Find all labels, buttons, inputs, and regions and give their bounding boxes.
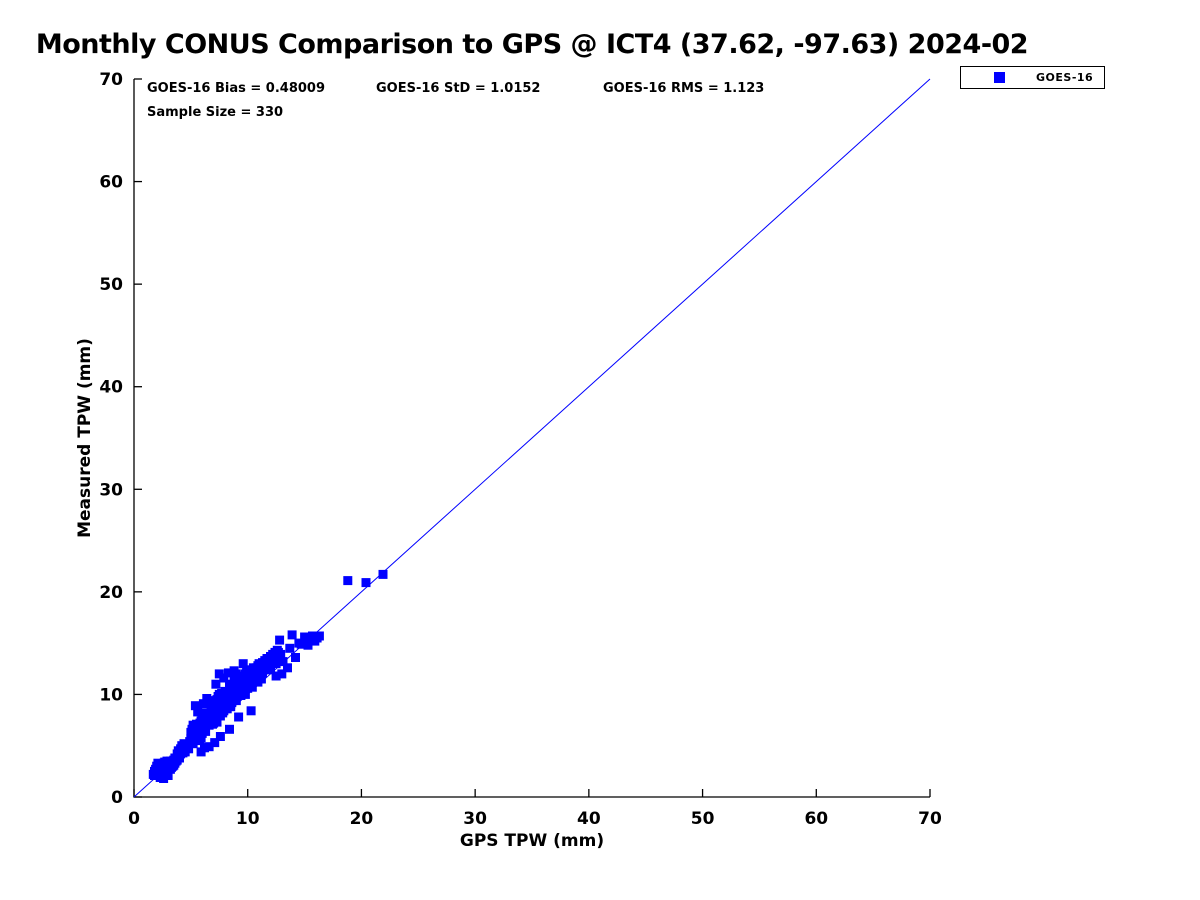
y-tick-label: 40 bbox=[99, 378, 123, 398]
y-tick-label: 10 bbox=[99, 685, 123, 705]
x-tick-label: 50 bbox=[691, 809, 715, 829]
x-tick-label: 10 bbox=[236, 809, 260, 829]
chart-title: Monthly CONUS Comparison to GPS @ ICT4 (… bbox=[35, 29, 1029, 60]
y-tick-label: 70 bbox=[99, 70, 123, 90]
stat-sample-size-label: Sample Size = 330 bbox=[147, 105, 284, 120]
scatter-series-goes16 bbox=[148, 569, 388, 783]
stat-std-label: GOES-16 StD = 1.0152 bbox=[376, 81, 541, 96]
y-tick-label: 50 bbox=[99, 275, 123, 295]
x-tick-label: 20 bbox=[350, 809, 374, 829]
stat-bias-label: GOES-16 Bias = 0.48009 bbox=[147, 81, 326, 96]
y-tick-label: 0 bbox=[111, 788, 123, 808]
x-tick-label: 40 bbox=[577, 809, 601, 829]
y-tick-label: 30 bbox=[99, 480, 123, 500]
legend-square-marker-icon bbox=[994, 72, 1005, 83]
x-tick-label: 0 bbox=[128, 809, 140, 829]
x-tick-label: 70 bbox=[918, 809, 942, 829]
y-axis-label: Measured TPW (mm) bbox=[75, 338, 95, 538]
x-axis-label: GPS TPW (mm) bbox=[459, 831, 605, 851]
y-tick-label: 20 bbox=[99, 583, 123, 603]
legend-series-label: GOES-16 bbox=[1036, 71, 1094, 84]
x-tick-label: 30 bbox=[463, 809, 487, 829]
stat-rms-label: GOES-16 RMS = 1.123 bbox=[603, 81, 765, 96]
legend-box: GOES-16 bbox=[960, 66, 1105, 89]
y-tick-label: 60 bbox=[99, 173, 123, 193]
x-tick-label: 60 bbox=[804, 809, 828, 829]
